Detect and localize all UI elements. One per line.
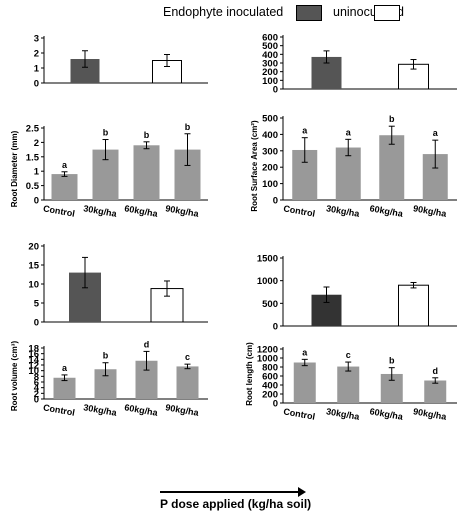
y-tick-label: 0.5 [26, 181, 40, 192]
y-tick-label: 500 [262, 114, 278, 125]
bar [133, 145, 160, 200]
chart-diam-top: 0 1 2 3 [34, 34, 208, 90]
significance-letter: d [144, 339, 150, 349]
y-tick-label: 2 [34, 49, 39, 60]
y-tick-label: 1 [34, 167, 40, 178]
bar [337, 366, 360, 403]
bar [380, 373, 403, 403]
y-tick-label: 12 [28, 361, 39, 372]
y-tick-label: 400 [262, 50, 278, 61]
y-tick-label: 500 [262, 299, 278, 310]
y-tick-label: 20 [28, 242, 39, 253]
y-tick-label: 400 [262, 130, 278, 141]
y-tick-label: 1000 [257, 354, 278, 365]
significance-letter: c [185, 352, 190, 362]
chart-len-top: 0 500 1000 1500 [257, 254, 457, 333]
y-tick-label: 14 [28, 355, 39, 366]
y-tick-label: 18 [28, 344, 39, 355]
y-axis-label: Root Surface Area (cm²) [250, 120, 259, 212]
y-tick-label: 1000 [257, 276, 278, 287]
y-tick-label: 2 [34, 138, 39, 149]
y-tick-label: 1200 [257, 345, 278, 356]
legend-label-inoculated: Endophyte inoculated [163, 5, 284, 19]
y-tick-label: 0 [273, 322, 278, 333]
chart-vol-top: 0 5 10 15 20 [28, 242, 208, 329]
significance-letter: a [62, 160, 68, 170]
bar [293, 362, 316, 403]
y-tick-label: 100 [262, 76, 278, 87]
y-tick-label: 10 [28, 366, 39, 377]
legend-swatch-inoculated [296, 5, 322, 21]
y-tick-label: 3 [34, 34, 39, 45]
y-tick-label: 100 [262, 179, 278, 190]
y-tick-label: 0 [34, 395, 39, 406]
y-tick-label: 0 [273, 196, 278, 207]
bar [335, 147, 361, 200]
bar [51, 174, 78, 200]
y-tick-label: 0 [34, 318, 39, 329]
significance-letter: b [185, 122, 191, 132]
y-axis-label: Root Diameter (mm) [10, 130, 19, 207]
y-axis-label: Root length (cm) [245, 342, 254, 406]
bar [176, 366, 199, 399]
y-axis-label: Root volume (cm³) [10, 341, 19, 412]
bar [379, 135, 405, 200]
legend-swatch-uninoculated [374, 5, 400, 21]
significance-letter: b [103, 351, 109, 361]
y-tick-label: 500 [262, 41, 278, 52]
significance-letter: b [389, 356, 395, 366]
y-tick-label: 600 [262, 372, 278, 383]
y-tick-label: 300 [262, 59, 278, 70]
legend: Endophyte inoculated uninoculated [0, 0, 474, 26]
y-tick-label: 1 [34, 64, 40, 75]
y-tick-label: 300 [262, 146, 278, 157]
y-tick-label: 4 [34, 383, 40, 394]
y-tick-label: 1500 [257, 254, 278, 265]
y-tick-label: 800 [262, 363, 278, 374]
bar [398, 284, 429, 327]
y-tick-label: 0 [273, 85, 278, 96]
significance-letter: b [103, 128, 109, 138]
y-tick-label: 0 [34, 196, 39, 207]
bar [424, 380, 447, 403]
y-tick-label: 2.5 [26, 124, 40, 135]
y-tick-label: 200 [262, 163, 278, 174]
bar [94, 369, 117, 399]
significance-letter: c [346, 350, 351, 360]
y-tick-label: 15 [28, 261, 39, 272]
y-tick-label: 600 [262, 33, 278, 44]
dose-arrow-head [298, 487, 306, 497]
y-tick-label: 10 [28, 280, 39, 291]
x-axis-note: P dose applied (kg/ha soil) [160, 497, 312, 511]
significance-letter: a [302, 347, 308, 357]
significance-letter: b [144, 130, 150, 140]
y-tick-label: 6 [34, 378, 39, 389]
bar [53, 377, 76, 399]
significance-letter: a [346, 127, 352, 137]
y-tick-label: 1.5 [26, 152, 40, 163]
y-tick-label: 16 [28, 349, 39, 360]
y-tick-label: 200 [262, 67, 278, 78]
significance-letter: b [389, 114, 395, 124]
significance-letter: a [302, 126, 308, 136]
y-tick-label: 2 [34, 389, 39, 400]
significance-letter: a [62, 363, 68, 373]
y-tick-label: 400 [262, 381, 278, 392]
significance-letter: d [433, 366, 439, 376]
y-tick-label: 0 [273, 399, 278, 410]
bar [135, 360, 158, 399]
y-tick-label: 0 [34, 79, 39, 90]
y-tick-label: 200 [262, 390, 278, 401]
y-tick-label: 8 [34, 372, 39, 383]
y-tick-label: 5 [34, 299, 40, 310]
significance-letter: a [433, 128, 439, 138]
